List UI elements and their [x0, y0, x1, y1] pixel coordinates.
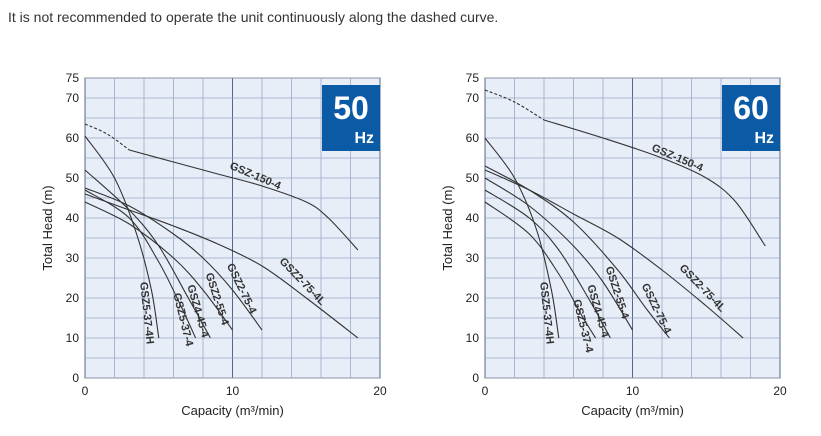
x-tick-label: 20	[773, 384, 787, 398]
y-axis-title: Total Head (m)	[40, 185, 55, 270]
grid-lines	[84, 77, 381, 379]
y-tick-label: 70	[66, 91, 80, 105]
curve-line-gsz2-75-4	[84, 187, 263, 331]
y-tick-label: 40	[66, 211, 80, 225]
x-tick-label: 0	[82, 384, 89, 398]
frequency-value: 60	[733, 90, 769, 126]
curve-line-gsz2-75-4	[484, 165, 670, 339]
y-tick-label: 60	[466, 131, 480, 145]
x-axis-title: Capacity (m³/min)	[181, 403, 284, 418]
y-tick-label: 20	[466, 291, 480, 305]
frequency-value: 50	[333, 90, 369, 126]
curve-line-gsz5-37-4	[84, 189, 197, 339]
pump-curve-chart-60hz: 0 10 20 30 40 50 60 70 75 0 10 20 Capacity (m³/min) T…	[440, 71, 787, 418]
y-tick-label: 10	[66, 331, 80, 345]
x-tick-label: 0	[482, 384, 489, 398]
y-tick-label: 50	[466, 171, 480, 185]
frequency-unit: Hz	[354, 130, 374, 147]
x-tick-label: 10	[226, 384, 240, 398]
x-tick-label: 10	[626, 384, 640, 398]
curve-line-gsz-150-4	[129, 149, 359, 251]
y-tick-label: 40	[466, 211, 480, 225]
curve-line-gsz2-55-4	[484, 177, 633, 331]
dashed-curve-gsz-150-4	[484, 89, 545, 121]
pump-curve-chart-50hz: 0 10 20 30 40 50 60 70 75 0 10 20 Capacity (m³/min) T…	[40, 71, 387, 418]
y-axis-title: Total Head (m)	[440, 185, 455, 270]
y-tick-label: 0	[72, 371, 79, 385]
curve-line-gsz-150-4	[543, 119, 766, 247]
curve-line-gsz5-37-4h	[484, 137, 560, 339]
dashed-curve-gsz-150-4	[84, 123, 130, 151]
y-tick-label: 30	[466, 251, 480, 265]
y-tick-label: 75	[466, 71, 480, 85]
curve-line-gsz5-37-4h	[84, 135, 160, 339]
curve-line-gsz4-45-4	[84, 169, 211, 339]
frequency-badge	[322, 85, 380, 151]
y-tick-label: 50	[66, 171, 80, 185]
frequency-unit: Hz	[754, 130, 774, 147]
x-axis-title: Capacity (m³/min)	[581, 403, 684, 418]
dashed-curve-note: It is not recommended to operate the uni…	[8, 9, 499, 25]
x-tick-label: 20	[373, 384, 387, 398]
y-tick-label: 30	[66, 251, 80, 265]
y-tick-label: 75	[66, 71, 80, 85]
y-tick-label: 0	[472, 371, 479, 385]
y-tick-label: 70	[466, 91, 480, 105]
curve-line-gsz4-45-4	[484, 189, 611, 339]
curve-line-gsz2-55-4	[84, 201, 233, 331]
y-tick-label: 10	[466, 331, 480, 345]
frequency-badge	[722, 85, 780, 151]
curve-line-gsz5-37-4	[484, 201, 597, 339]
y-tick-label: 60	[66, 131, 80, 145]
y-tick-label: 20	[66, 291, 80, 305]
